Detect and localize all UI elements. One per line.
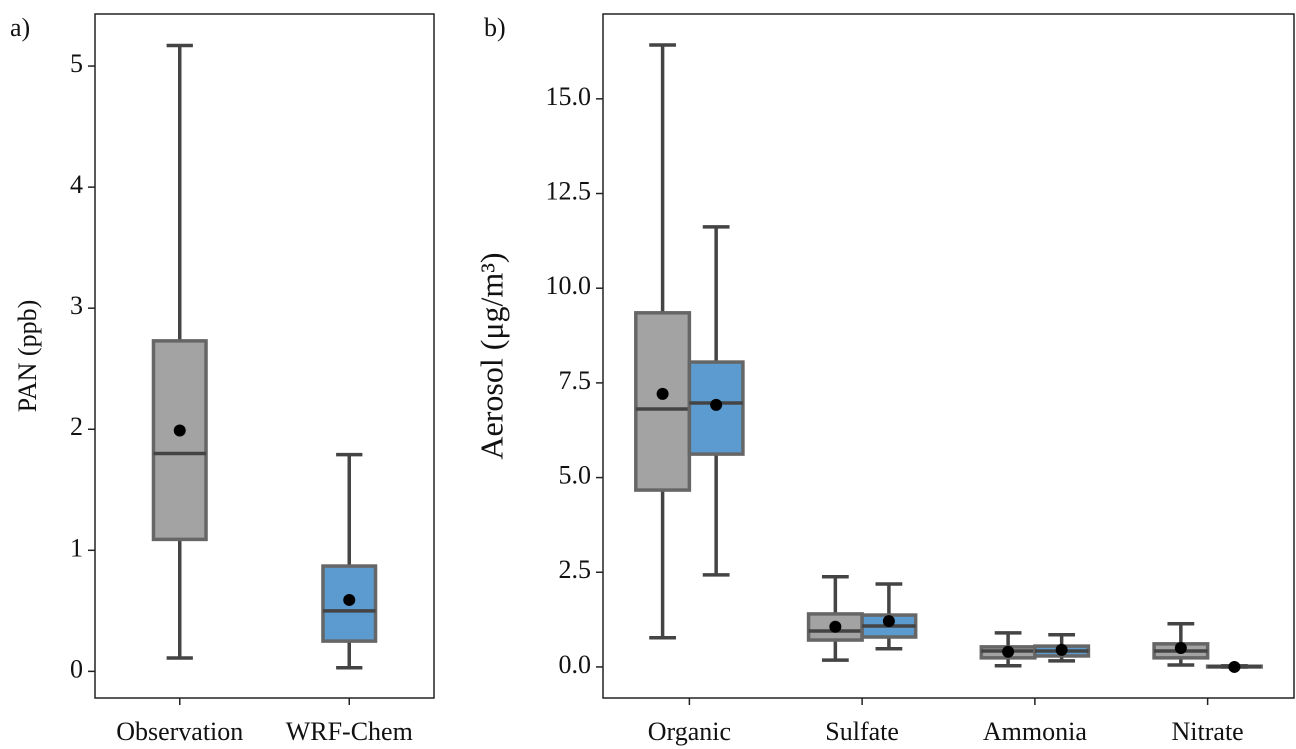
box (321, 564, 378, 643)
y-tick-label: 0 (70, 654, 83, 683)
panel-label: b) (484, 13, 506, 42)
y-tick-label: 5 (70, 49, 83, 78)
x-tick-label: Organic (648, 717, 731, 746)
box (151, 339, 208, 542)
y-tick-label: 3 (70, 291, 83, 320)
x-tick-label: Ammonia (983, 717, 1087, 746)
plot-frame (602, 13, 1295, 699)
x-tick-label: WRF-Chem (286, 717, 413, 746)
x-tick-label: Sulfate (825, 717, 899, 746)
panel-label: a) (10, 13, 30, 42)
mean-marker (1002, 645, 1015, 658)
y-tick-label: 15.0 (546, 82, 592, 111)
y-axis-label: PAN (ppb) (13, 300, 42, 412)
y-tick-label: 1 (70, 533, 83, 562)
x-tick-label: Nitrate (1172, 717, 1244, 746)
y-tick-label: 10.0 (546, 271, 592, 300)
box (634, 311, 692, 492)
y-tick-label: 12.5 (546, 176, 592, 205)
mean-marker (173, 424, 186, 437)
plot-frame (94, 13, 435, 699)
mean-marker (343, 593, 356, 606)
y-tick-label: 7.5 (559, 366, 592, 395)
y-tick-label: 5.0 (559, 461, 592, 490)
mean-marker (710, 398, 723, 411)
mean-marker (656, 387, 669, 400)
y-tick-label: 2.5 (559, 555, 592, 584)
y-tick-label: 0.0 (559, 650, 592, 679)
mean-marker (1228, 660, 1241, 673)
mean-marker (1174, 642, 1187, 655)
mean-marker (882, 615, 895, 628)
x-tick-label: Observation (116, 717, 243, 746)
mean-marker (829, 620, 842, 633)
y-axis-label: Aerosol (μg/m³) (473, 252, 509, 459)
y-tick-label: 2 (70, 412, 83, 441)
y-tick-label: 4 (70, 170, 83, 199)
mean-marker (1055, 643, 1068, 656)
